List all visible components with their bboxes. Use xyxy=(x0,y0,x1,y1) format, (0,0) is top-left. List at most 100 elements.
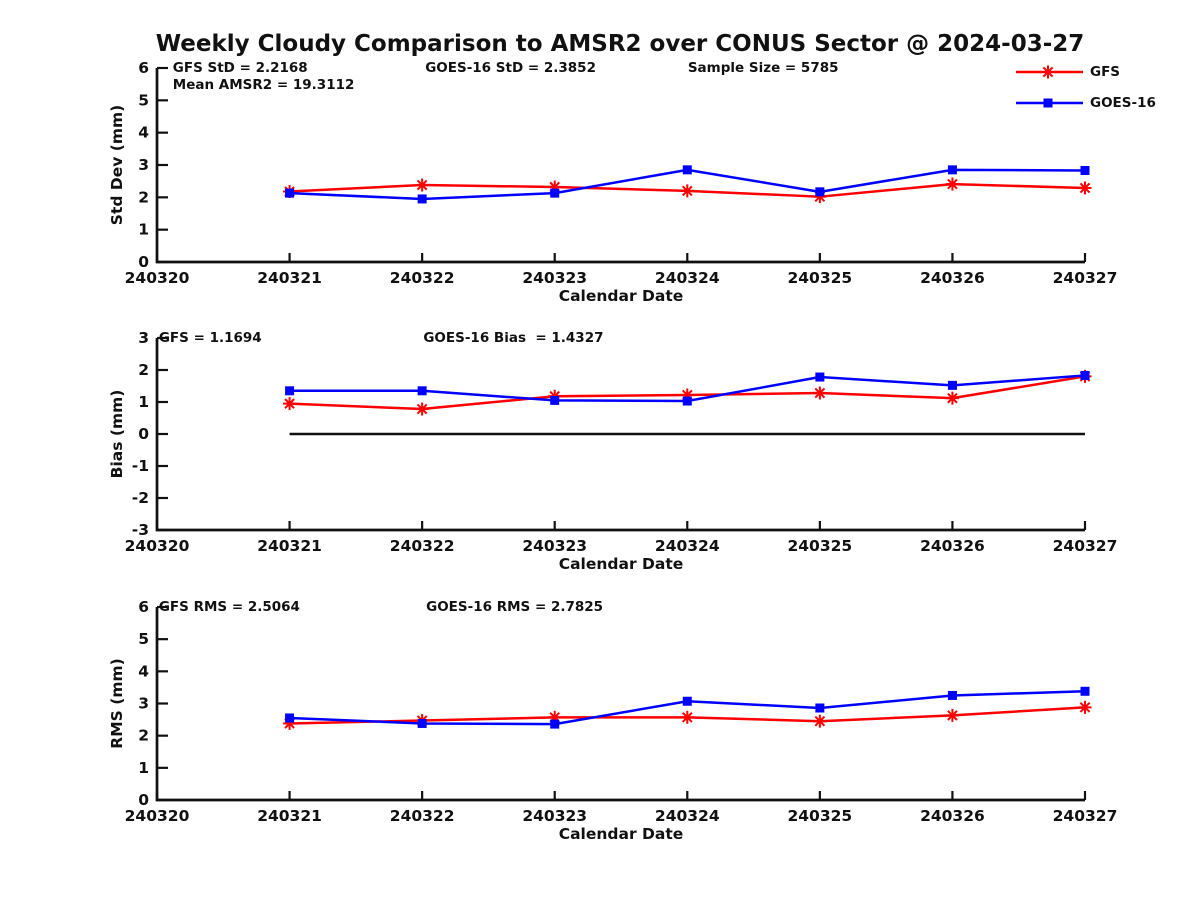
stat-annotation: Sample Size = 5785 xyxy=(688,60,839,76)
x-tick-label: 240325 xyxy=(787,807,852,825)
y-tick-label: 3 xyxy=(138,695,149,713)
y-tick-label: 3 xyxy=(138,329,149,347)
x-tick-label: 240321 xyxy=(257,537,322,555)
x-tick-label: 240321 xyxy=(257,269,322,287)
y-tick-label: 6 xyxy=(138,59,149,77)
asterisk-marker xyxy=(415,178,429,192)
y-tick-label: 2 xyxy=(138,727,149,745)
y-tick-label: 4 xyxy=(138,124,149,142)
y-tick-label: 2 xyxy=(138,188,149,206)
y-axis-label: Bias (mm) xyxy=(108,390,126,479)
x-axis-label: Calendar Date xyxy=(559,287,684,305)
square-marker xyxy=(947,690,957,700)
square-marker xyxy=(947,380,957,390)
x-tick-label: 240327 xyxy=(1053,537,1118,555)
y-tick-label: 3 xyxy=(138,156,149,174)
x-tick-label: 240327 xyxy=(1053,269,1118,287)
x-axis-label: Calendar Date xyxy=(559,825,684,843)
square-marker xyxy=(815,703,825,713)
square-marker xyxy=(682,696,692,706)
asterisk-marker xyxy=(1041,65,1055,79)
square-marker xyxy=(947,165,957,175)
y-tick-label: 0 xyxy=(138,425,149,443)
x-tick-label: 240323 xyxy=(522,269,587,287)
square-marker xyxy=(285,386,295,396)
x-tick-label: 240325 xyxy=(787,537,852,555)
x-tick-label: 240324 xyxy=(655,537,720,555)
x-tick-label: 240320 xyxy=(125,269,190,287)
stat-annotation: GOES-16 RMS = 2.7825 xyxy=(426,599,603,615)
square-marker xyxy=(550,719,560,729)
y-tick-label: 0 xyxy=(138,253,149,271)
subplot-bias: -3 -2 -1 0 1 2 3 240320 240321 240322 240323 240324… xyxy=(108,329,1117,573)
series-markers-goes-16 xyxy=(285,165,1090,204)
y-tick-label: 1 xyxy=(138,221,149,239)
series-markers-goes-16 xyxy=(285,686,1090,729)
subplot-std-dev: 0 1 2 3 4 5 6 240320 240321 240322 240323 240324 240… xyxy=(108,59,1117,305)
asterisk-marker xyxy=(1078,181,1092,195)
square-marker xyxy=(285,713,295,723)
stat-annotation: GFS = 1.1694 xyxy=(159,330,262,346)
x-tick-label: 240322 xyxy=(390,269,455,287)
x-tick-label: 240320 xyxy=(125,807,190,825)
stat-annotation: GFS StD = 2.2168 xyxy=(173,60,308,76)
goes16-line-square-icon xyxy=(1016,98,1083,108)
square-marker xyxy=(1080,370,1090,380)
x-tick-label: 240327 xyxy=(1053,807,1118,825)
asterisk-marker xyxy=(945,708,959,722)
square-marker xyxy=(1043,98,1053,108)
y-tick-label: 0 xyxy=(138,791,149,809)
square-marker xyxy=(1080,686,1090,696)
axis-spines xyxy=(155,607,1085,802)
y-tick-label: -3 xyxy=(132,521,149,539)
square-marker xyxy=(417,386,427,396)
square-marker xyxy=(815,187,825,197)
asterisk-marker xyxy=(415,402,429,416)
legend-item-goes16: GOES-16 xyxy=(1016,95,1156,111)
asterisk-marker xyxy=(680,710,694,724)
x-tick-label: 240326 xyxy=(920,269,985,287)
stat-annotation: GFS RMS = 2.5064 xyxy=(159,599,300,615)
x-tick-label: 240324 xyxy=(655,269,720,287)
stat-annotation: GOES-16 Bias = 1.4327 xyxy=(423,330,603,346)
x-tick-label: 240323 xyxy=(522,807,587,825)
y-tick-label: 1 xyxy=(138,393,149,411)
square-marker xyxy=(1080,165,1090,175)
square-marker xyxy=(417,194,427,204)
subplot-rms: 0 1 2 3 4 5 6 240320 240321 240322 240323 240324 240… xyxy=(108,598,1117,843)
x-tick-label: 240320 xyxy=(125,537,190,555)
y-tick-label: 2 xyxy=(138,361,149,379)
legend-item-gfs: GFS xyxy=(1016,64,1156,80)
x-tick-label: 240322 xyxy=(390,537,455,555)
chart-title: Weekly Cloudy Comparison to AMSR2 over C… xyxy=(155,31,1085,57)
x-tick-label: 240326 xyxy=(920,807,985,825)
y-tick-label: 5 xyxy=(138,91,149,109)
gfs-line-asterisk-icon xyxy=(1016,65,1083,79)
asterisk-marker xyxy=(680,184,694,198)
square-marker xyxy=(550,395,560,405)
x-tick-label: 240322 xyxy=(390,807,455,825)
legend: GFS GOES-16 xyxy=(1016,64,1156,126)
asterisk-marker xyxy=(945,391,959,405)
square-marker xyxy=(815,372,825,382)
y-tick-label: -2 xyxy=(132,489,149,507)
series-markers-goes-16 xyxy=(285,370,1090,406)
asterisk-marker xyxy=(1078,700,1092,714)
square-marker xyxy=(285,188,295,198)
x-tick-label: 240325 xyxy=(787,269,852,287)
asterisk-marker xyxy=(813,714,827,728)
stat-annotation: Mean AMSR2 = 19.3112 xyxy=(173,77,355,93)
square-marker xyxy=(682,396,692,406)
y-tick-label: 5 xyxy=(138,630,149,648)
y-tick-label: 1 xyxy=(138,759,149,777)
asterisk-marker xyxy=(813,386,827,400)
y-axis-label: Std Dev (mm) xyxy=(108,105,126,225)
legend-label-goes16: GOES-16 xyxy=(1090,95,1156,111)
y-tick-label: -1 xyxy=(132,457,149,475)
stat-annotation: GOES-16 StD = 2.3852 xyxy=(425,60,596,76)
x-tick-label: 240321 xyxy=(257,807,322,825)
x-tick-label: 240324 xyxy=(655,807,720,825)
square-marker xyxy=(417,718,427,728)
